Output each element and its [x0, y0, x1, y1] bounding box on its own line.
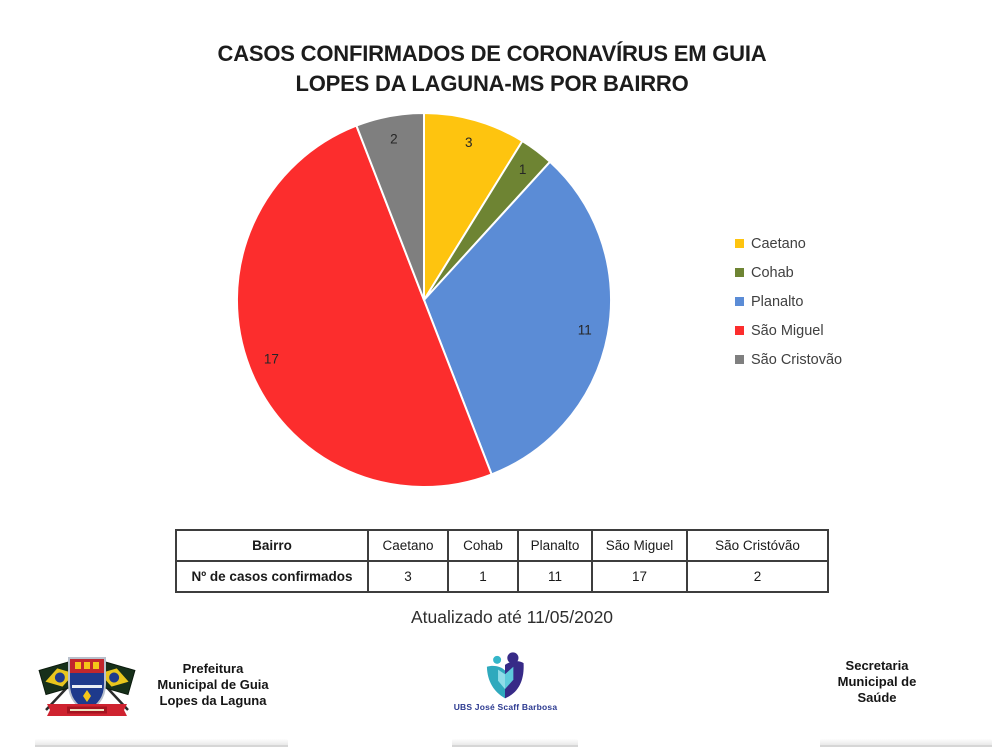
legend-swatch-icon — [735, 355, 744, 364]
bottom-edge-bar — [452, 739, 578, 747]
prefeitura-coat-of-arms-icon — [38, 657, 136, 716]
table-header-sao-cristovao: São Cristóvão — [686, 529, 829, 562]
table-header-cohab: Cohab — [447, 529, 519, 562]
table-header-row: Bairro Caetano Cohab Planalto São Miguel… — [175, 529, 829, 562]
ubs-logo-icon — [486, 652, 524, 699]
chart-title: CASOS CONFIRMADOS DE CORONAVÍRUS EM GUIA… — [0, 39, 984, 99]
pie-slice-value-label: 11 — [578, 323, 592, 338]
table-cell-cohab: 1 — [447, 560, 519, 593]
prefeitura-label: Prefeitura Municipal de Guia Lopes da La… — [138, 661, 288, 709]
legend-swatch-icon — [735, 297, 744, 306]
prefeitura-label-line1: Prefeitura — [182, 661, 244, 676]
table-cell-sao-cristovao: 2 — [686, 560, 829, 593]
pie-slice-planalto — [423, 160, 613, 476]
pie-slice-sao-miguel — [235, 124, 493, 489]
pie-slice-value-label: 1 — [519, 162, 527, 177]
pie-slice-value-label: 3 — [465, 135, 473, 150]
legend-label: Caetano — [751, 235, 806, 252]
bottom-edge-bar — [35, 739, 288, 747]
legend-label: São Miguel — [751, 322, 824, 339]
pie-slice-caetano — [423, 112, 524, 301]
legend-label: Planalto — [751, 293, 804, 310]
legend-label: Cohab — [751, 264, 794, 281]
table-cell-caetano: 3 — [367, 560, 449, 593]
legend-item-sao-cristovao: São Cristovão — [735, 350, 842, 369]
secretaria-label-line3: Saúde — [857, 690, 897, 705]
table-row: Nº de casos confirmados 3 1 11 17 2 — [175, 560, 829, 593]
pie-slice-value-label: 2 — [390, 132, 398, 147]
legend-item-sao-miguel: São Miguel — [735, 321, 842, 340]
table-header-planalto: Planalto — [517, 529, 593, 562]
cases-table: Bairro Caetano Cohab Planalto São Miguel… — [175, 529, 829, 593]
legend-swatch-icon — [735, 326, 744, 335]
legend-label: São Cristovão — [751, 351, 843, 368]
table-header-caetano: Caetano — [367, 529, 449, 562]
legend-swatch-icon — [735, 268, 744, 277]
secretaria-label: Secretaria Municipal de Saúde — [801, 658, 953, 706]
legend-item-caetano: Caetano — [735, 234, 842, 253]
table-header-bairro: Bairro — [175, 529, 369, 562]
chart-title-line2: LOPES DA LAGUNA-MS POR BAIRRO — [295, 71, 689, 96]
pie-slice-value-label: 17 — [264, 352, 279, 367]
secretaria-label-line2: Municipal de — [837, 674, 917, 689]
table-row-label: Nº de casos confirmados — [175, 560, 369, 593]
pie-slice-sao-cristovao — [355, 111, 425, 301]
prefeitura-label-line2: Municipal de Guia — [157, 677, 269, 692]
table-cell-sao-miguel: 17 — [591, 560, 688, 593]
legend-item-cohab: Cohab — [735, 263, 842, 282]
legend-item-planalto: Planalto — [735, 292, 842, 311]
bottom-edge-bar — [820, 739, 992, 747]
secretaria-label-line1: Secretaria — [845, 658, 909, 673]
chart-title-line1: CASOS CONFIRMADOS DE CORONAVÍRUS EM GUIA — [217, 41, 767, 66]
prefeitura-label-line3: Lopes da Laguna — [159, 693, 267, 708]
legend-swatch-icon — [735, 239, 744, 248]
updated-date-label: Atualizado até 11/05/2020 — [410, 607, 614, 627]
chart-legend: Caetano Cohab Planalto São Miguel São Cr… — [735, 234, 842, 369]
table-header-sao-miguel: São Miguel — [591, 529, 688, 562]
table-cell-planalto: 11 — [517, 560, 593, 593]
ubs-label: UBS José Scaff Barbosa — [453, 702, 558, 712]
